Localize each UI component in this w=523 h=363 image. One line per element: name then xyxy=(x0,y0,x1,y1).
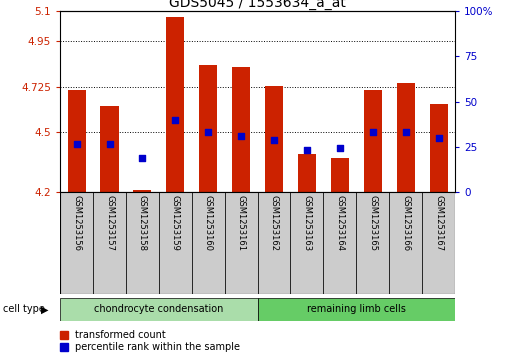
Point xyxy=(138,155,146,161)
Point xyxy=(171,117,179,123)
Title: GDS5045 / 1553634_a_at: GDS5045 / 1553634_a_at xyxy=(169,0,346,10)
Bar xyxy=(126,192,159,294)
Text: GSM1253166: GSM1253166 xyxy=(401,195,410,252)
Bar xyxy=(265,86,283,192)
Text: GSM1253163: GSM1253163 xyxy=(302,195,311,252)
Text: GSM1253167: GSM1253167 xyxy=(434,195,443,252)
Text: GSM1253164: GSM1253164 xyxy=(335,195,344,252)
Text: GSM1253156: GSM1253156 xyxy=(72,195,81,252)
Text: GSM1253162: GSM1253162 xyxy=(269,195,279,252)
Text: ▶: ▶ xyxy=(41,305,48,314)
Text: remaining limb cells: remaining limb cells xyxy=(307,305,406,314)
Point xyxy=(336,145,344,151)
Bar xyxy=(166,17,185,192)
Bar xyxy=(93,192,126,294)
Bar xyxy=(396,83,415,192)
Bar xyxy=(60,192,93,294)
Bar xyxy=(422,192,455,294)
Bar xyxy=(225,192,257,294)
Bar xyxy=(298,154,316,192)
Bar xyxy=(356,192,389,294)
Bar xyxy=(323,192,356,294)
Bar xyxy=(192,192,225,294)
Bar xyxy=(257,192,290,294)
Text: GSM1253165: GSM1253165 xyxy=(368,195,377,252)
Point xyxy=(369,129,377,135)
Point xyxy=(237,133,245,139)
Bar xyxy=(429,104,448,192)
Bar xyxy=(331,158,349,192)
Text: GSM1253159: GSM1253159 xyxy=(171,195,180,251)
Point xyxy=(105,141,113,147)
Point xyxy=(72,141,81,147)
Bar xyxy=(159,192,192,294)
Bar xyxy=(100,106,119,192)
Bar xyxy=(199,65,217,192)
Bar xyxy=(389,192,422,294)
Text: cell type: cell type xyxy=(3,305,44,314)
Point xyxy=(270,137,278,143)
Point xyxy=(204,129,212,135)
Bar xyxy=(290,192,323,294)
Bar xyxy=(60,298,257,321)
Bar xyxy=(363,90,382,192)
Text: GSM1253157: GSM1253157 xyxy=(105,195,114,252)
Point xyxy=(303,147,311,153)
Point xyxy=(402,129,410,135)
Bar xyxy=(232,68,250,192)
Bar xyxy=(133,190,152,192)
Bar xyxy=(257,298,455,321)
Text: GSM1253160: GSM1253160 xyxy=(204,195,213,252)
Text: GSM1253161: GSM1253161 xyxy=(236,195,246,252)
Bar xyxy=(67,90,86,192)
Text: chondrocyte condensation: chondrocyte condensation xyxy=(94,305,223,314)
Text: GSM1253158: GSM1253158 xyxy=(138,195,147,252)
Point xyxy=(435,135,443,141)
Legend: transformed count, percentile rank within the sample: transformed count, percentile rank withi… xyxy=(60,330,241,352)
